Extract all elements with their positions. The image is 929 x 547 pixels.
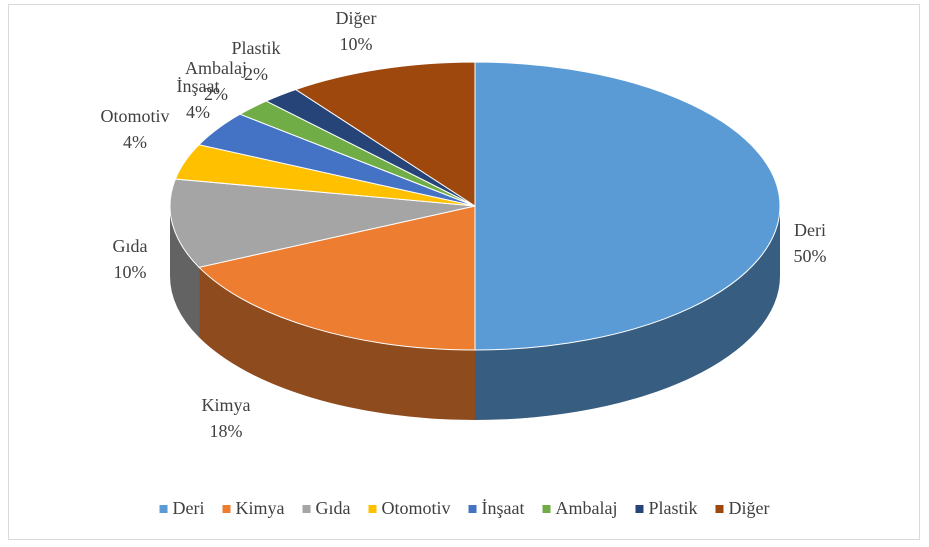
legend-swatch bbox=[542, 505, 551, 513]
legend-swatch bbox=[635, 505, 644, 513]
slice bbox=[198, 205, 476, 351]
data-label-name: İnşaat bbox=[177, 76, 220, 96]
data-label-value: 2% bbox=[244, 64, 268, 84]
data-label-name: Gıda bbox=[113, 236, 148, 256]
slice bbox=[169, 178, 476, 268]
legend-swatch bbox=[222, 505, 231, 513]
data-label-name: Diğer bbox=[336, 8, 377, 28]
legend-swatch bbox=[159, 505, 168, 513]
legend-label: Gıda bbox=[316, 498, 351, 518]
legend: Deri Kimya Gıda Otomotiv İnşaat Ambalaj Plasti… bbox=[159, 498, 770, 518]
legend-label: Plastik bbox=[648, 498, 697, 518]
legend-label: İnşaat bbox=[482, 498, 525, 518]
data-label-name: Deri bbox=[794, 220, 826, 240]
data-label-value: 4% bbox=[123, 132, 147, 152]
data-label-value: 18% bbox=[210, 421, 243, 441]
legend-swatch bbox=[302, 505, 311, 513]
slice-side bbox=[170, 206, 200, 338]
data-label-name: Otomotiv bbox=[100, 106, 169, 126]
data-label-value: 2% bbox=[204, 84, 228, 104]
data-label-name: Ambalaj bbox=[185, 58, 247, 78]
data-label-name: Kimya bbox=[202, 395, 251, 415]
data-label-value: 10% bbox=[114, 262, 147, 282]
legend-swatch bbox=[715, 505, 724, 513]
legend-swatch bbox=[468, 505, 477, 513]
slice bbox=[474, 61, 781, 351]
legend-label: Deri bbox=[173, 498, 205, 518]
legend-label: Otomotiv bbox=[382, 498, 451, 518]
legend-label: Kimya bbox=[236, 498, 285, 518]
slice-side bbox=[475, 206, 780, 420]
slice-side bbox=[199, 267, 475, 420]
data-label-value: 4% bbox=[186, 102, 210, 122]
data-label-name: Plastik bbox=[231, 38, 280, 58]
legend-swatch bbox=[368, 505, 377, 513]
data-label-value: 50% bbox=[794, 246, 827, 266]
legend-label: Diğer bbox=[729, 498, 770, 518]
slice bbox=[294, 61, 476, 207]
legend-label: Ambalaj bbox=[556, 498, 618, 518]
data-label-value: 10% bbox=[340, 34, 373, 54]
